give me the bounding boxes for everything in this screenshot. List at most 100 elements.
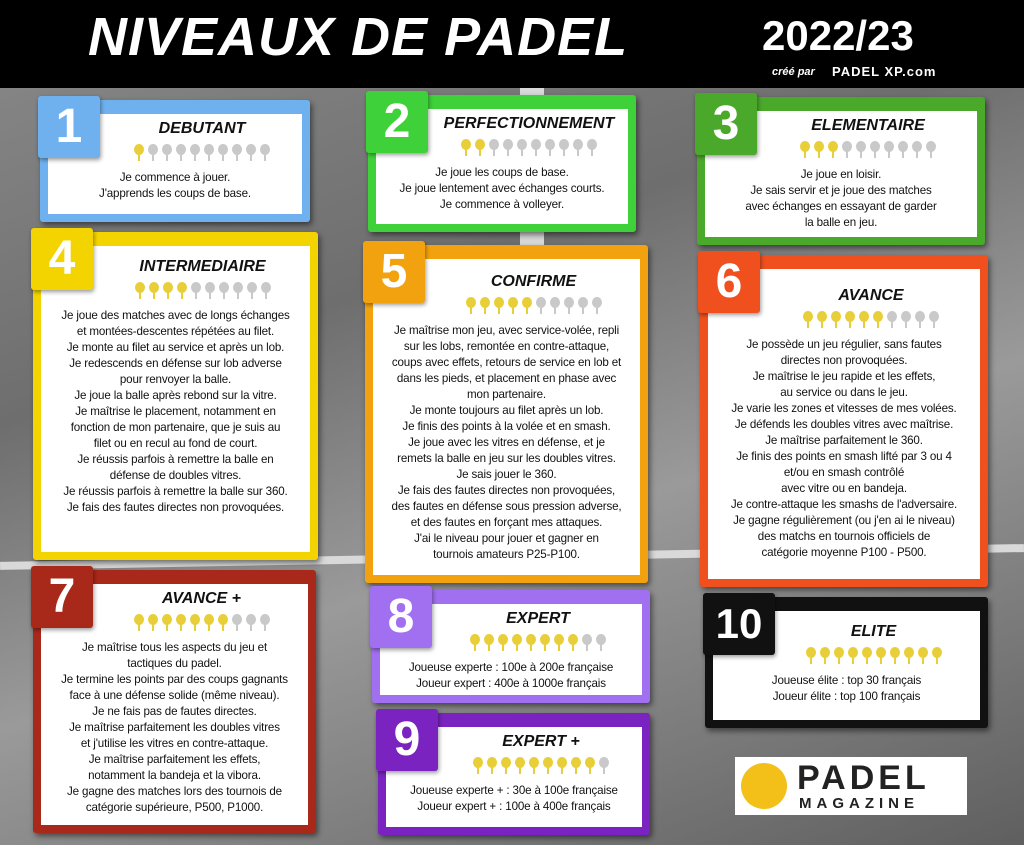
racket [598,757,610,775]
description-line: Je maîtrise parfaitement le 360. [765,434,923,447]
description-line: avec échanges en essayant de garder [745,200,937,213]
racket [133,614,145,632]
level-name: ELEMENTAIRE [811,117,925,134]
racket [581,634,593,652]
card-body: CONFIRME Je maîtrise mon jeu, avec servic… [373,259,640,575]
racket-head [507,297,518,308]
racket-head [573,139,583,150]
description-line: mon partenaire. [467,388,546,401]
racket-head [189,614,200,625]
racket-head [161,614,172,625]
racket-handle [846,151,848,158]
description-line: Joueur élite : top 100 français [772,690,921,703]
season: 2022/23 [762,12,914,59]
racket-head [175,614,186,625]
racket [544,139,556,157]
racket [542,757,554,775]
description-line: Je finis des points en smash lifté par 3… [736,450,952,463]
racket [827,141,839,159]
racket [586,139,598,157]
credit-label: créé par [772,66,815,78]
racket [883,141,895,159]
racket-handle [891,321,893,328]
racket [847,647,859,665]
level-number: 7 [31,566,93,628]
racket [539,634,551,652]
level-name: EXPERT + [502,733,580,750]
description-line: remets la balle en jeu sur les doubles v… [397,452,616,465]
racket-head [475,139,485,150]
racket-handle [804,151,806,158]
description-line: Je maîtrise mon jeu, avec service-volée,… [393,324,620,337]
racket-head [859,311,869,322]
racket-head [591,297,602,308]
racket-head [204,282,215,293]
description-line: catégorie supérieure, P500, P1000. [85,801,264,814]
rating [767,647,980,665]
racket-head [190,144,200,155]
racket-handle [516,644,518,651]
racket [483,634,495,652]
racket-head [847,647,858,658]
description-line: Je monte au filet au service et après un… [66,341,285,354]
racket-handle [179,624,182,631]
racket-handle [935,657,938,664]
racket-handle [222,292,225,299]
racket-handle [236,154,238,161]
racket [563,297,575,315]
level-number: 6 [698,251,760,313]
racket-handle [194,154,196,161]
description-line: tournois amateurs P25-P100. [433,548,580,561]
description-line: Joueuse élite : top 30 français [771,674,922,687]
description-line: Je redescends en défense sur lob adverse [69,357,282,370]
racket-handle [236,292,239,299]
racket [928,311,940,329]
racket-handle [264,292,267,299]
racket-head [568,634,578,645]
rating [95,614,308,632]
racket-handle [916,151,918,158]
racket-head [571,757,581,768]
racket-head [814,141,824,152]
racket [911,141,923,159]
racket-handle [137,624,140,631]
racket-head [501,757,511,768]
racket-head [901,311,911,322]
credit-site: PADEL XP.com [832,64,937,79]
description-line: Je gagne régulièrement (ou j'en ai le ni… [733,514,955,527]
racket-head [512,634,522,645]
racket-handle [491,767,493,774]
level-card: INTERMEDIAIRE Je joue des matches avec de… [31,228,318,560]
racket-head [217,614,228,625]
level-card: ELEMENTAIRE Je joue en loisir. Je sais ser… [695,93,985,245]
racket-head [582,634,592,645]
racket [556,757,568,775]
rating [430,139,628,157]
racket [497,634,509,652]
racket-handle [250,292,253,299]
description-line: face à une défense solide (même niveau). [69,689,280,702]
racket-head [473,757,483,768]
level-card: CONFIRME Je maîtrise mon jeu, avec servic… [363,241,648,583]
level-name: ELITE [850,623,897,640]
description-line: J'ai le niveau pour jouer et gagner en [414,532,599,545]
racket-head [535,297,546,308]
racket-head [845,311,855,322]
racket [553,634,565,652]
racket-handle [479,149,481,156]
racket [189,144,201,162]
racket-handle [575,767,577,774]
racket [493,297,505,315]
racket-head [828,141,838,152]
racket-head [926,141,936,152]
racket [577,297,589,315]
description-line: des matchs en tournois officiels de [757,530,931,543]
rating [95,282,310,300]
racket-handle [505,767,507,774]
racket-head [245,614,256,625]
racket [931,647,943,665]
racket-handle [818,151,820,158]
racket-head [563,297,574,308]
racket-head [543,757,553,768]
